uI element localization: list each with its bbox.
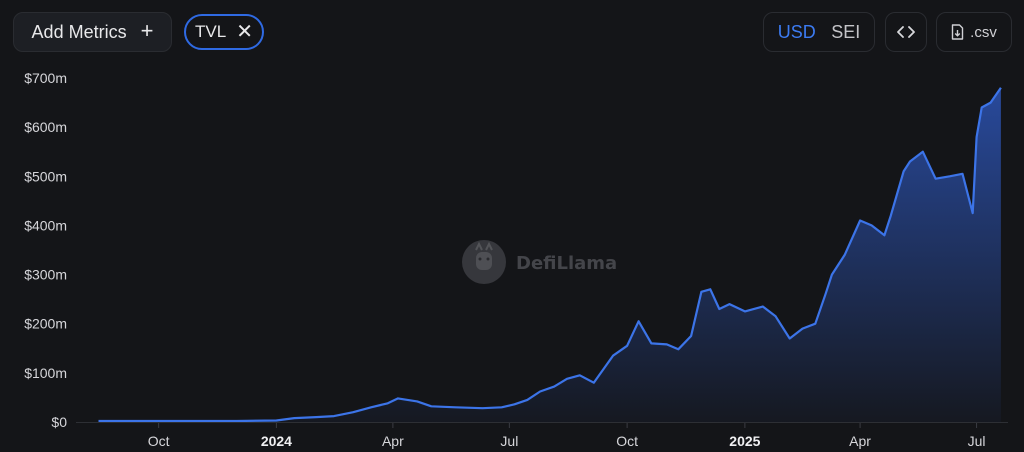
x-axis: Oct 2024 Apr Jul Oct 2025 Apr Jul	[148, 422, 986, 449]
currency-option-sei[interactable]: SEI	[831, 21, 861, 42]
x-tick-label: Jul	[968, 433, 986, 449]
y-axis: $0 $100m $200m $300m $400m $500m $600m $700m	[24, 70, 67, 430]
code-icon	[897, 26, 915, 38]
add-metrics-label: Add Metrics	[31, 21, 127, 42]
y-tick-label: $300m	[24, 267, 67, 283]
tvl-area-fill	[98, 87, 1001, 423]
csv-label: .csv	[970, 23, 997, 41]
plus-icon: +	[140, 18, 154, 43]
metric-chip-label: TVL	[195, 22, 227, 41]
defillama-watermark: DefiLlama	[462, 240, 617, 284]
chart-toolbar: Add Metrics + TVL ✕ USD SEI .csv	[0, 12, 1024, 52]
x-tick-label: Apr	[849, 433, 871, 449]
y-tick-label: $200m	[24, 316, 67, 332]
x-tick-label: Oct	[616, 433, 638, 449]
file-download-icon	[951, 24, 964, 40]
x-tick-label: Oct	[148, 433, 170, 449]
y-tick-label: $0	[51, 414, 67, 430]
metric-chip-tvl[interactable]: TVL ✕	[184, 14, 264, 50]
download-csv-button[interactable]: .csv	[936, 12, 1012, 52]
tvl-series-line	[98, 87, 1002, 423]
y-tick-label: $700m	[24, 70, 67, 86]
llama-logo-icon	[462, 240, 506, 284]
currency-option-usd[interactable]: USD	[777, 21, 816, 42]
watermark-text: DefiLlama	[516, 253, 617, 274]
y-tick-label: $400m	[24, 217, 67, 233]
y-tick-label: $500m	[24, 168, 67, 184]
y-tick-label: $600m	[24, 119, 67, 135]
x-tick-label: 2025	[729, 433, 760, 449]
add-metrics-button[interactable]: Add Metrics +	[13, 12, 172, 52]
currency-toggle: USD SEI	[763, 12, 875, 52]
x-tick-label: 2024	[261, 433, 292, 449]
x-tick-label: Apr	[382, 433, 404, 449]
y-tick-label: $100m	[24, 365, 67, 381]
embed-button[interactable]	[885, 12, 927, 52]
close-icon[interactable]: ✕	[236, 21, 253, 43]
x-tick-label: Jul	[500, 433, 518, 449]
